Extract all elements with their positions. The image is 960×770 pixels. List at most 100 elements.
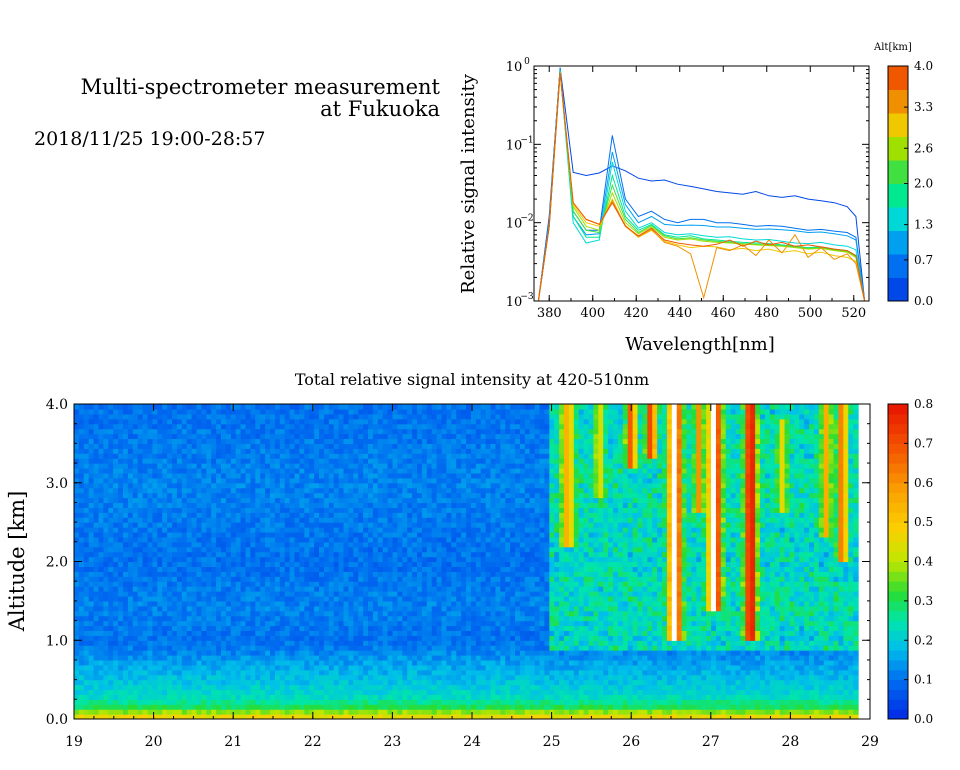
- heatmap-cell: [294, 576, 301, 582]
- heatmap-cell: [225, 502, 232, 508]
- heatmap-cell: [98, 497, 104, 504]
- heatmap-cell: [181, 512, 188, 518]
- heatmap-cell: [172, 664, 178, 671]
- heatmap-cell: [206, 615, 212, 622]
- heatmap-cell: [309, 576, 315, 582]
- heatmap-cell: [147, 404, 154, 410]
- heatmap-cell: [255, 600, 261, 607]
- heatmap-cell: [162, 467, 168, 474]
- heatmap-cell: [274, 463, 281, 469]
- heatmap-cell: [186, 600, 193, 607]
- heatmap-cell: [191, 630, 198, 636]
- heatmap-cell: [363, 477, 369, 484]
- heatmap-cell: [387, 699, 394, 705]
- heatmap-cell: [167, 620, 173, 627]
- heatmap-cell: [265, 571, 271, 577]
- heatmap-cell: [221, 576, 227, 582]
- heatmap-cell: [162, 645, 168, 651]
- heatmap-cell: [274, 576, 281, 582]
- heatmap-cell: [343, 531, 350, 538]
- heatmap-cell: [319, 404, 325, 410]
- heatmap-cell: [387, 413, 394, 420]
- heatmap-cell: [284, 640, 291, 646]
- heatmap-cell: [319, 576, 325, 582]
- heatmap-cell: [314, 477, 320, 484]
- heatmap-cell: [74, 714, 80, 719]
- heatmap-cell: [284, 423, 291, 430]
- heatmap-cell: [127, 546, 134, 553]
- heatmap-cell: [421, 546, 428, 553]
- heatmap-cell: [338, 556, 345, 563]
- heatmap-cell: [74, 487, 80, 494]
- heatmap-cell: [181, 497, 188, 504]
- heatmap-cell: [348, 699, 354, 705]
- heatmap-cell: [274, 472, 281, 479]
- heatmap-cell: [348, 694, 354, 700]
- heatmap-cell: [417, 512, 423, 518]
- heatmap-cell: [284, 615, 291, 622]
- heatmap-cell: [397, 714, 403, 719]
- heatmap-cell: [348, 591, 354, 597]
- heatmap-cell: [421, 507, 428, 513]
- heatmap-cell: [421, 586, 428, 592]
- heatmap-cell: [167, 408, 173, 415]
- heatmap-cell: [314, 497, 320, 504]
- heatmap-cell: [328, 694, 335, 700]
- heatmap-cell: [201, 463, 207, 469]
- heatmap-cell: [137, 487, 144, 494]
- heatmap-cell: [348, 571, 354, 577]
- heatmap-cell: [363, 650, 369, 656]
- heatmap-cell: [147, 517, 154, 523]
- heatmap-cell: [235, 576, 242, 582]
- heatmap-cell: [162, 605, 168, 612]
- heatmap-cell: [108, 482, 114, 489]
- heatmap-cell: [167, 546, 173, 553]
- heatmap-cell: [142, 492, 149, 499]
- heatmap-cell: [191, 615, 198, 622]
- heatmap-cell: [196, 684, 203, 691]
- heatmap-cell: [152, 433, 158, 440]
- heatmap-cell: [372, 536, 379, 543]
- heatmap-cell: [333, 640, 340, 646]
- heatmap-cell: [284, 674, 291, 681]
- heatmap-cell: [83, 551, 90, 558]
- heatmap-cell: [74, 512, 80, 518]
- heatmap-cell: [338, 453, 345, 459]
- heatmap-cell: [201, 600, 207, 607]
- heatmap-cell: [132, 645, 139, 651]
- heatmap-cell: [299, 497, 305, 504]
- heatmap-cell: [392, 546, 399, 553]
- heatmap-cell: [270, 650, 276, 656]
- heatmap-cell: [260, 507, 266, 513]
- heatmap-cell: [333, 541, 340, 548]
- heatmap-cell: [250, 600, 256, 607]
- heatmap-cell: [299, 502, 305, 508]
- heatmap-cell: [289, 517, 296, 523]
- heatmap-cell: [167, 659, 173, 666]
- heatmap-cell: [392, 551, 399, 558]
- heatmap-cell: [289, 487, 296, 494]
- heatmap-cell: [127, 497, 134, 504]
- heatmap-cell: [157, 551, 163, 558]
- heatmap-cell: [137, 679, 144, 686]
- heatmap-cell: [255, 536, 261, 543]
- heatmap-cell: [323, 512, 330, 518]
- heatmap-cell: [186, 561, 193, 568]
- heatmap-cell: [289, 630, 296, 636]
- heatmap-cell: [216, 404, 222, 410]
- heatmap-cell: [181, 502, 188, 508]
- heatmap-cell: [284, 482, 291, 489]
- heatmap-cell: [88, 561, 95, 568]
- heatmap-cell: [397, 610, 403, 617]
- heatmap-cell: [284, 497, 291, 504]
- heatmap-cell: [353, 704, 359, 710]
- heatmap-cell: [206, 522, 212, 528]
- heatmap-cell: [431, 418, 438, 425]
- heatmap-cell: [417, 527, 423, 533]
- heatmap-cell: [284, 477, 291, 484]
- heatmap-cell: [123, 679, 129, 686]
- heatmap-cell: [255, 566, 261, 572]
- heatmap-cell: [299, 477, 305, 484]
- heatmap-cell: [412, 664, 418, 671]
- heatmap-cell: [309, 605, 315, 612]
